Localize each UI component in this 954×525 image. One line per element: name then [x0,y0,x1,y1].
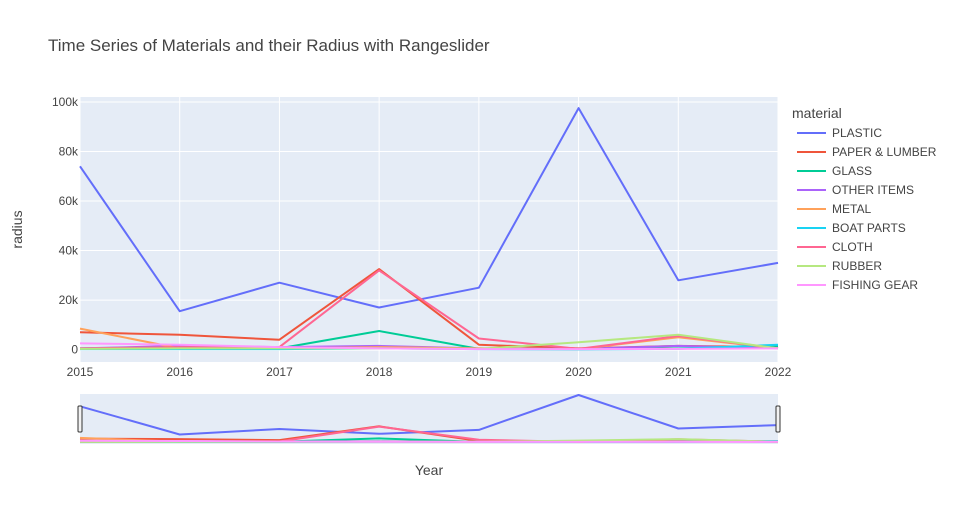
y-axis-title: radius [9,210,25,248]
legend-title: material [792,105,842,121]
legend-label: OTHER ITEMS [832,183,914,197]
x-tick-label: 2015 [67,365,94,379]
y-tick-label: 60k [59,194,79,208]
legend-label: PAPER & LUMBER [832,145,937,159]
series-line-fishing-gear[interactable] [79,342,779,351]
legend-label: BOAT PARTS [832,221,906,235]
legend-item[interactable]: CLOTH [797,240,873,254]
legend-item[interactable]: GLASS [797,164,872,178]
x-tick-labels: 2015 2016 2017 2018 2019 2020 2021 2022 [67,365,792,379]
legend-label: METAL [832,202,871,216]
x-tick-label: 2016 [166,365,193,379]
legend-item[interactable]: METAL [797,202,871,216]
y-tick-label: 0 [71,343,78,357]
legend-item[interactable]: RUBBER [797,259,882,273]
legend-item[interactable]: PAPER & LUMBER [797,145,937,159]
y-tick-label: 40k [59,244,79,258]
chart-title: Time Series of Materials and their Radiu… [48,36,490,55]
range-slider[interactable] [77,394,781,444]
y-tick-label: 100k [52,95,79,109]
legend-item[interactable]: OTHER ITEMS [797,183,914,197]
series-layer [79,107,779,351]
x-tick-label: 2018 [366,365,393,379]
x-tick-label: 2022 [765,365,792,379]
legend: material PLASTIC PAPER & LUMBER GLASS OTHER… [792,105,937,292]
x-tick-label: 2020 [565,365,592,379]
legend-label: PLASTIC [832,126,882,140]
y-tick-label: 80k [59,144,79,158]
legend-item[interactable]: BOAT PARTS [797,221,906,235]
legend-label: RUBBER [832,259,882,273]
x-axis-title: Year [415,462,444,478]
plot-area [80,97,778,362]
series-line-cloth[interactable] [79,269,779,350]
slider-series-line [79,439,779,443]
legend-label: CLOTH [832,240,873,254]
range-slider-left-handle[interactable] [77,405,83,433]
legend-label: GLASS [832,164,872,178]
x-tick-label: 2017 [266,365,293,379]
range-slider-right-handle[interactable] [775,405,781,433]
y-tick-label: 20k [59,293,79,307]
legend-label: FISHING GEAR [832,278,918,292]
series-line-plastic[interactable] [79,107,779,313]
range-slider-background [80,394,778,444]
slider-series-line [79,394,779,436]
x-tick-label: 2021 [665,365,692,379]
legend-item[interactable]: PLASTIC [797,126,882,140]
x-tick-label: 2019 [466,365,493,379]
y-tick-labels: 0 20k 40k 60k 80k 100k [52,95,79,357]
legend-item[interactable]: FISHING GEAR [797,278,918,292]
